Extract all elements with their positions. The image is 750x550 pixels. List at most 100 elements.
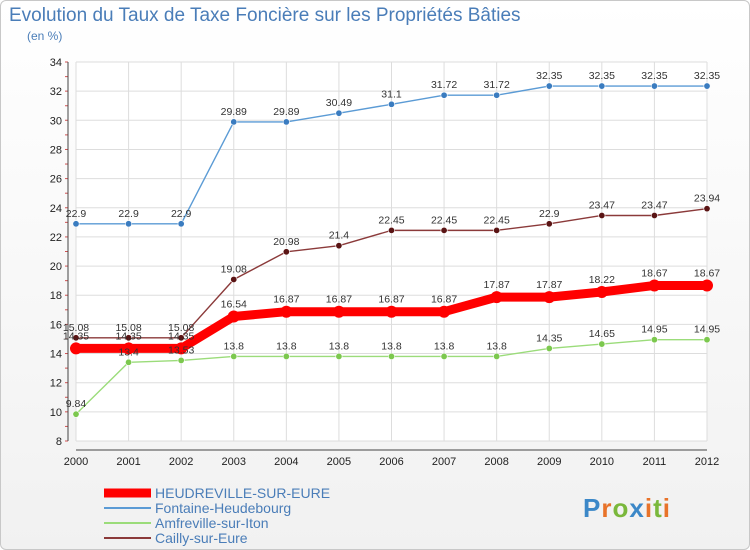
data-point <box>387 100 395 108</box>
data-label: 22.9 <box>171 208 192 220</box>
data-point <box>650 336 658 344</box>
data-label: 32.35 <box>589 70 615 82</box>
data-point <box>177 334 185 342</box>
data-label-layer: 22.9 22.9 22.9 29.89 29.89 30.49 31.1 31.72 31.7… <box>63 70 720 410</box>
data-point <box>125 358 133 366</box>
y-tick-label: 20 <box>50 261 62 273</box>
data-label: 13.4 <box>118 346 139 358</box>
data-label: 22.9 <box>539 208 560 220</box>
data-point <box>177 356 185 364</box>
data-label: 13.8 <box>381 340 402 352</box>
logo-letter: o <box>612 493 630 523</box>
data-label: 14.35 <box>536 332 562 344</box>
y-tick-label: 16 <box>50 319 62 331</box>
legend-label: Fontaine-Heudebourg <box>155 500 291 516</box>
data-label: 14.95 <box>694 324 720 336</box>
data-label: 15.08 <box>115 322 141 334</box>
x-tick-label: 2003 <box>222 456 246 468</box>
data-point <box>72 334 80 342</box>
logo-letter: t <box>653 493 663 523</box>
data-point <box>72 220 80 228</box>
data-point <box>438 305 451 318</box>
data-point <box>335 242 343 250</box>
data-label: 31.72 <box>484 79 510 91</box>
data-point <box>125 334 133 342</box>
y-tick-label: 8 <box>56 436 62 448</box>
x-tick-label: 2007 <box>432 456 456 468</box>
data-label: 13.8 <box>329 340 350 352</box>
data-label: 19.08 <box>221 263 247 275</box>
data-label: 13.53 <box>168 344 194 356</box>
logo-letter: r <box>601 493 613 523</box>
y-tick-label: 14 <box>50 349 62 361</box>
data-label: 30.49 <box>326 97 352 109</box>
data-point <box>282 248 290 256</box>
data-point <box>545 344 553 352</box>
x-tick-label: 2010 <box>590 456 614 468</box>
legend-label: Cailly-sur-Eure <box>155 530 248 546</box>
y-tick-label: 10 <box>50 407 62 419</box>
data-label: 22.45 <box>378 214 404 226</box>
data-label: 22.9 <box>118 208 139 220</box>
data-point <box>227 310 240 323</box>
data-label: 29.89 <box>273 106 299 118</box>
data-label: 23.47 <box>589 199 615 211</box>
data-label: 16.87 <box>431 294 457 306</box>
data-point <box>598 340 606 348</box>
data-point <box>335 109 343 117</box>
data-label: 29.89 <box>221 106 247 118</box>
data-point <box>493 91 501 99</box>
data-point <box>332 305 345 318</box>
proxiti-logo: Proxiti <box>583 493 671 524</box>
data-point <box>493 352 501 360</box>
data-point <box>387 352 395 360</box>
data-label: 14.35 <box>63 330 89 342</box>
data-label: 14.65 <box>589 328 615 340</box>
data-point <box>598 211 606 219</box>
data-point <box>440 352 448 360</box>
data-label: 13.8 <box>486 340 507 352</box>
data-label: 18.67 <box>694 267 720 279</box>
x-tick-label: 2011 <box>643 456 667 468</box>
data-label: 14.35 <box>115 330 141 342</box>
data-point <box>650 82 658 90</box>
data-label: 23.47 <box>641 199 667 211</box>
x-tick-label: 2012 <box>695 456 719 468</box>
data-point <box>545 220 553 228</box>
data-point <box>230 118 238 126</box>
data-point <box>703 205 711 213</box>
data-label: 32.35 <box>694 70 720 82</box>
data-label: 16.87 <box>273 294 299 306</box>
data-label: 9.84 <box>66 398 87 410</box>
data-label: 13.8 <box>434 340 455 352</box>
x-tick-label: 2006 <box>379 456 403 468</box>
data-label: 16.87 <box>326 294 352 306</box>
data-point <box>230 352 238 360</box>
chart-title: Evolution du Taux de Taxe Foncière sur l… <box>9 5 521 26</box>
x-tick-label: 2004 <box>274 456 298 468</box>
data-point <box>177 220 185 228</box>
x-tick-label: 2001 <box>116 456 140 468</box>
y-tick-label: 12 <box>50 378 62 390</box>
x-tick-label: 2005 <box>327 456 351 468</box>
data-label: 17.87 <box>536 279 562 291</box>
data-point <box>493 226 501 234</box>
data-point <box>440 91 448 99</box>
x-tick-label: 2000 <box>64 456 88 468</box>
data-label: 16.87 <box>378 294 404 306</box>
x-tick-label: 2002 <box>169 456 193 468</box>
y-tick-label: 18 <box>50 290 62 302</box>
y-tick-label: 32 <box>50 86 62 98</box>
data-label: 13.8 <box>224 340 245 352</box>
grid-layer <box>75 61 708 442</box>
data-point <box>280 305 293 318</box>
data-point <box>598 82 606 90</box>
data-point <box>543 291 556 304</box>
data-label: 32.35 <box>641 70 667 82</box>
data-point <box>595 286 608 299</box>
data-point <box>650 211 658 219</box>
y-tick-label: 22 <box>50 232 62 244</box>
data-point <box>335 352 343 360</box>
data-point <box>282 118 290 126</box>
